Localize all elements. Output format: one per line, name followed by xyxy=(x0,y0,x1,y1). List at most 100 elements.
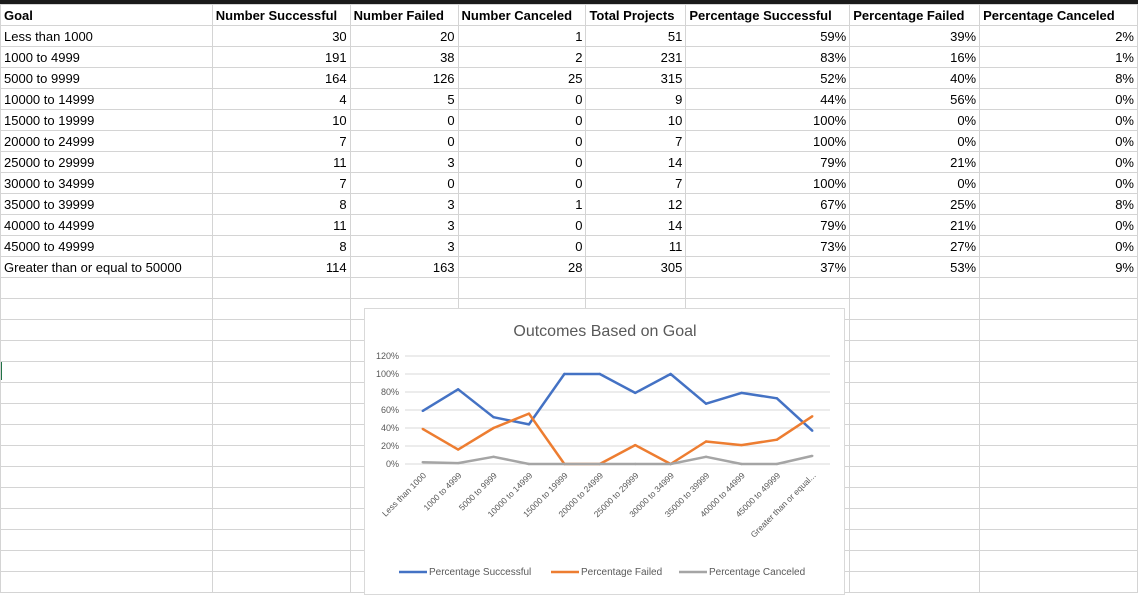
value-cell[interactable]: 21% xyxy=(849,214,981,236)
value-cell[interactable]: 67% xyxy=(685,193,851,215)
empty-cell[interactable] xyxy=(211,529,351,551)
goal-cell[interactable]: 20000 to 24999 xyxy=(0,130,213,152)
empty-cell[interactable] xyxy=(211,550,351,572)
empty-cell[interactable] xyxy=(211,382,351,404)
value-cell[interactable]: 11 xyxy=(585,235,687,257)
value-cell[interactable]: 0 xyxy=(457,88,587,110)
empty-cell[interactable] xyxy=(979,487,1138,509)
empty-cell[interactable] xyxy=(849,508,981,530)
value-cell[interactable]: 56% xyxy=(849,88,981,110)
empty-cell[interactable] xyxy=(0,487,213,509)
value-cell[interactable]: 10 xyxy=(585,109,687,131)
empty-cell[interactable] xyxy=(0,529,213,551)
value-cell[interactable]: 231 xyxy=(585,46,687,68)
value-cell[interactable]: 0% xyxy=(979,172,1138,194)
value-cell[interactable]: 191 xyxy=(211,46,351,68)
value-cell[interactable]: 79% xyxy=(685,214,851,236)
column-header[interactable]: Number Successful xyxy=(211,4,351,26)
value-cell[interactable]: 0 xyxy=(349,130,459,152)
value-cell[interactable]: 100% xyxy=(685,109,851,131)
empty-cell[interactable] xyxy=(457,277,587,299)
empty-cell[interactable] xyxy=(849,298,981,320)
empty-cell[interactable] xyxy=(979,340,1138,362)
goal-cell[interactable]: Less than 1000 xyxy=(0,25,213,47)
value-cell[interactable]: 11 xyxy=(211,214,351,236)
empty-cell[interactable] xyxy=(0,277,213,299)
empty-cell[interactable] xyxy=(979,319,1138,341)
value-cell[interactable]: 0 xyxy=(457,151,587,173)
value-cell[interactable]: 315 xyxy=(585,67,687,89)
column-header[interactable]: Percentage Canceled xyxy=(979,4,1138,26)
empty-cell[interactable] xyxy=(979,445,1138,467)
empty-cell[interactable] xyxy=(211,466,351,488)
value-cell[interactable]: 3 xyxy=(349,193,459,215)
empty-cell[interactable] xyxy=(849,424,981,446)
empty-cell[interactable] xyxy=(979,403,1138,425)
value-cell[interactable]: 83% xyxy=(685,46,851,68)
value-cell[interactable]: 53% xyxy=(849,256,981,278)
empty-cell[interactable] xyxy=(979,550,1138,572)
empty-cell[interactable] xyxy=(849,466,981,488)
empty-cell[interactable] xyxy=(211,340,351,362)
value-cell[interactable]: 79% xyxy=(685,151,851,173)
goal-cell[interactable]: 1000 to 4999 xyxy=(0,46,213,68)
empty-cell[interactable] xyxy=(0,298,213,320)
value-cell[interactable]: 305 xyxy=(585,256,687,278)
value-cell[interactable]: 14 xyxy=(585,151,687,173)
value-cell[interactable]: 9 xyxy=(585,88,687,110)
empty-cell[interactable] xyxy=(0,508,213,530)
empty-cell[interactable] xyxy=(211,571,351,593)
value-cell[interactable]: 0 xyxy=(349,172,459,194)
value-cell[interactable]: 52% xyxy=(685,67,851,89)
empty-cell[interactable] xyxy=(585,277,687,299)
empty-cell[interactable] xyxy=(979,571,1138,593)
empty-cell[interactable] xyxy=(849,403,981,425)
empty-cell[interactable] xyxy=(0,340,213,362)
value-cell[interactable]: 40% xyxy=(849,67,981,89)
value-cell[interactable]: 28 xyxy=(457,256,587,278)
value-cell[interactable]: 25% xyxy=(849,193,981,215)
goal-cell[interactable]: 35000 to 39999 xyxy=(0,193,213,215)
value-cell[interactable]: 0% xyxy=(849,172,981,194)
goal-cell[interactable]: 5000 to 9999 xyxy=(0,67,213,89)
empty-cell[interactable] xyxy=(979,361,1138,383)
value-cell[interactable]: 2% xyxy=(979,25,1138,47)
value-cell[interactable]: 37% xyxy=(685,256,851,278)
value-cell[interactable]: 0 xyxy=(457,214,587,236)
value-cell[interactable]: 5 xyxy=(349,88,459,110)
empty-cell[interactable] xyxy=(0,361,213,383)
empty-cell[interactable] xyxy=(979,277,1138,299)
value-cell[interactable]: 100% xyxy=(685,172,851,194)
goal-cell[interactable]: 45000 to 49999 xyxy=(0,235,213,257)
empty-cell[interactable] xyxy=(849,445,981,467)
empty-cell[interactable] xyxy=(979,529,1138,551)
goal-cell[interactable]: Greater than or equal to 50000 xyxy=(0,256,213,278)
value-cell[interactable]: 0 xyxy=(457,109,587,131)
value-cell[interactable]: 51 xyxy=(585,25,687,47)
empty-cell[interactable] xyxy=(0,403,213,425)
empty-cell[interactable] xyxy=(0,445,213,467)
value-cell[interactable]: 0% xyxy=(979,235,1138,257)
value-cell[interactable]: 3 xyxy=(349,151,459,173)
column-header[interactable]: Number Failed xyxy=(349,4,459,26)
column-header[interactable]: Goal xyxy=(0,4,213,26)
goal-cell[interactable]: 30000 to 34999 xyxy=(0,172,213,194)
value-cell[interactable]: 8% xyxy=(979,193,1138,215)
line-chart[interactable]: Outcomes Based on Goal 0% 20% 40% 60% 80% 100%… xyxy=(364,308,845,595)
value-cell[interactable]: 8 xyxy=(211,193,351,215)
value-cell[interactable]: 21% xyxy=(849,151,981,173)
value-cell[interactable]: 8 xyxy=(211,235,351,257)
value-cell[interactable]: 59% xyxy=(685,25,851,47)
value-cell[interactable]: 0 xyxy=(457,235,587,257)
empty-cell[interactable] xyxy=(979,466,1138,488)
empty-cell[interactable] xyxy=(0,424,213,446)
empty-cell[interactable] xyxy=(0,550,213,572)
empty-cell[interactable] xyxy=(849,571,981,593)
empty-cell[interactable] xyxy=(979,382,1138,404)
value-cell[interactable]: 16% xyxy=(849,46,981,68)
goal-cell[interactable]: 25000 to 29999 xyxy=(0,151,213,173)
value-cell[interactable]: 39% xyxy=(849,25,981,47)
empty-cell[interactable] xyxy=(0,382,213,404)
value-cell[interactable]: 14 xyxy=(585,214,687,236)
empty-cell[interactable] xyxy=(0,319,213,341)
